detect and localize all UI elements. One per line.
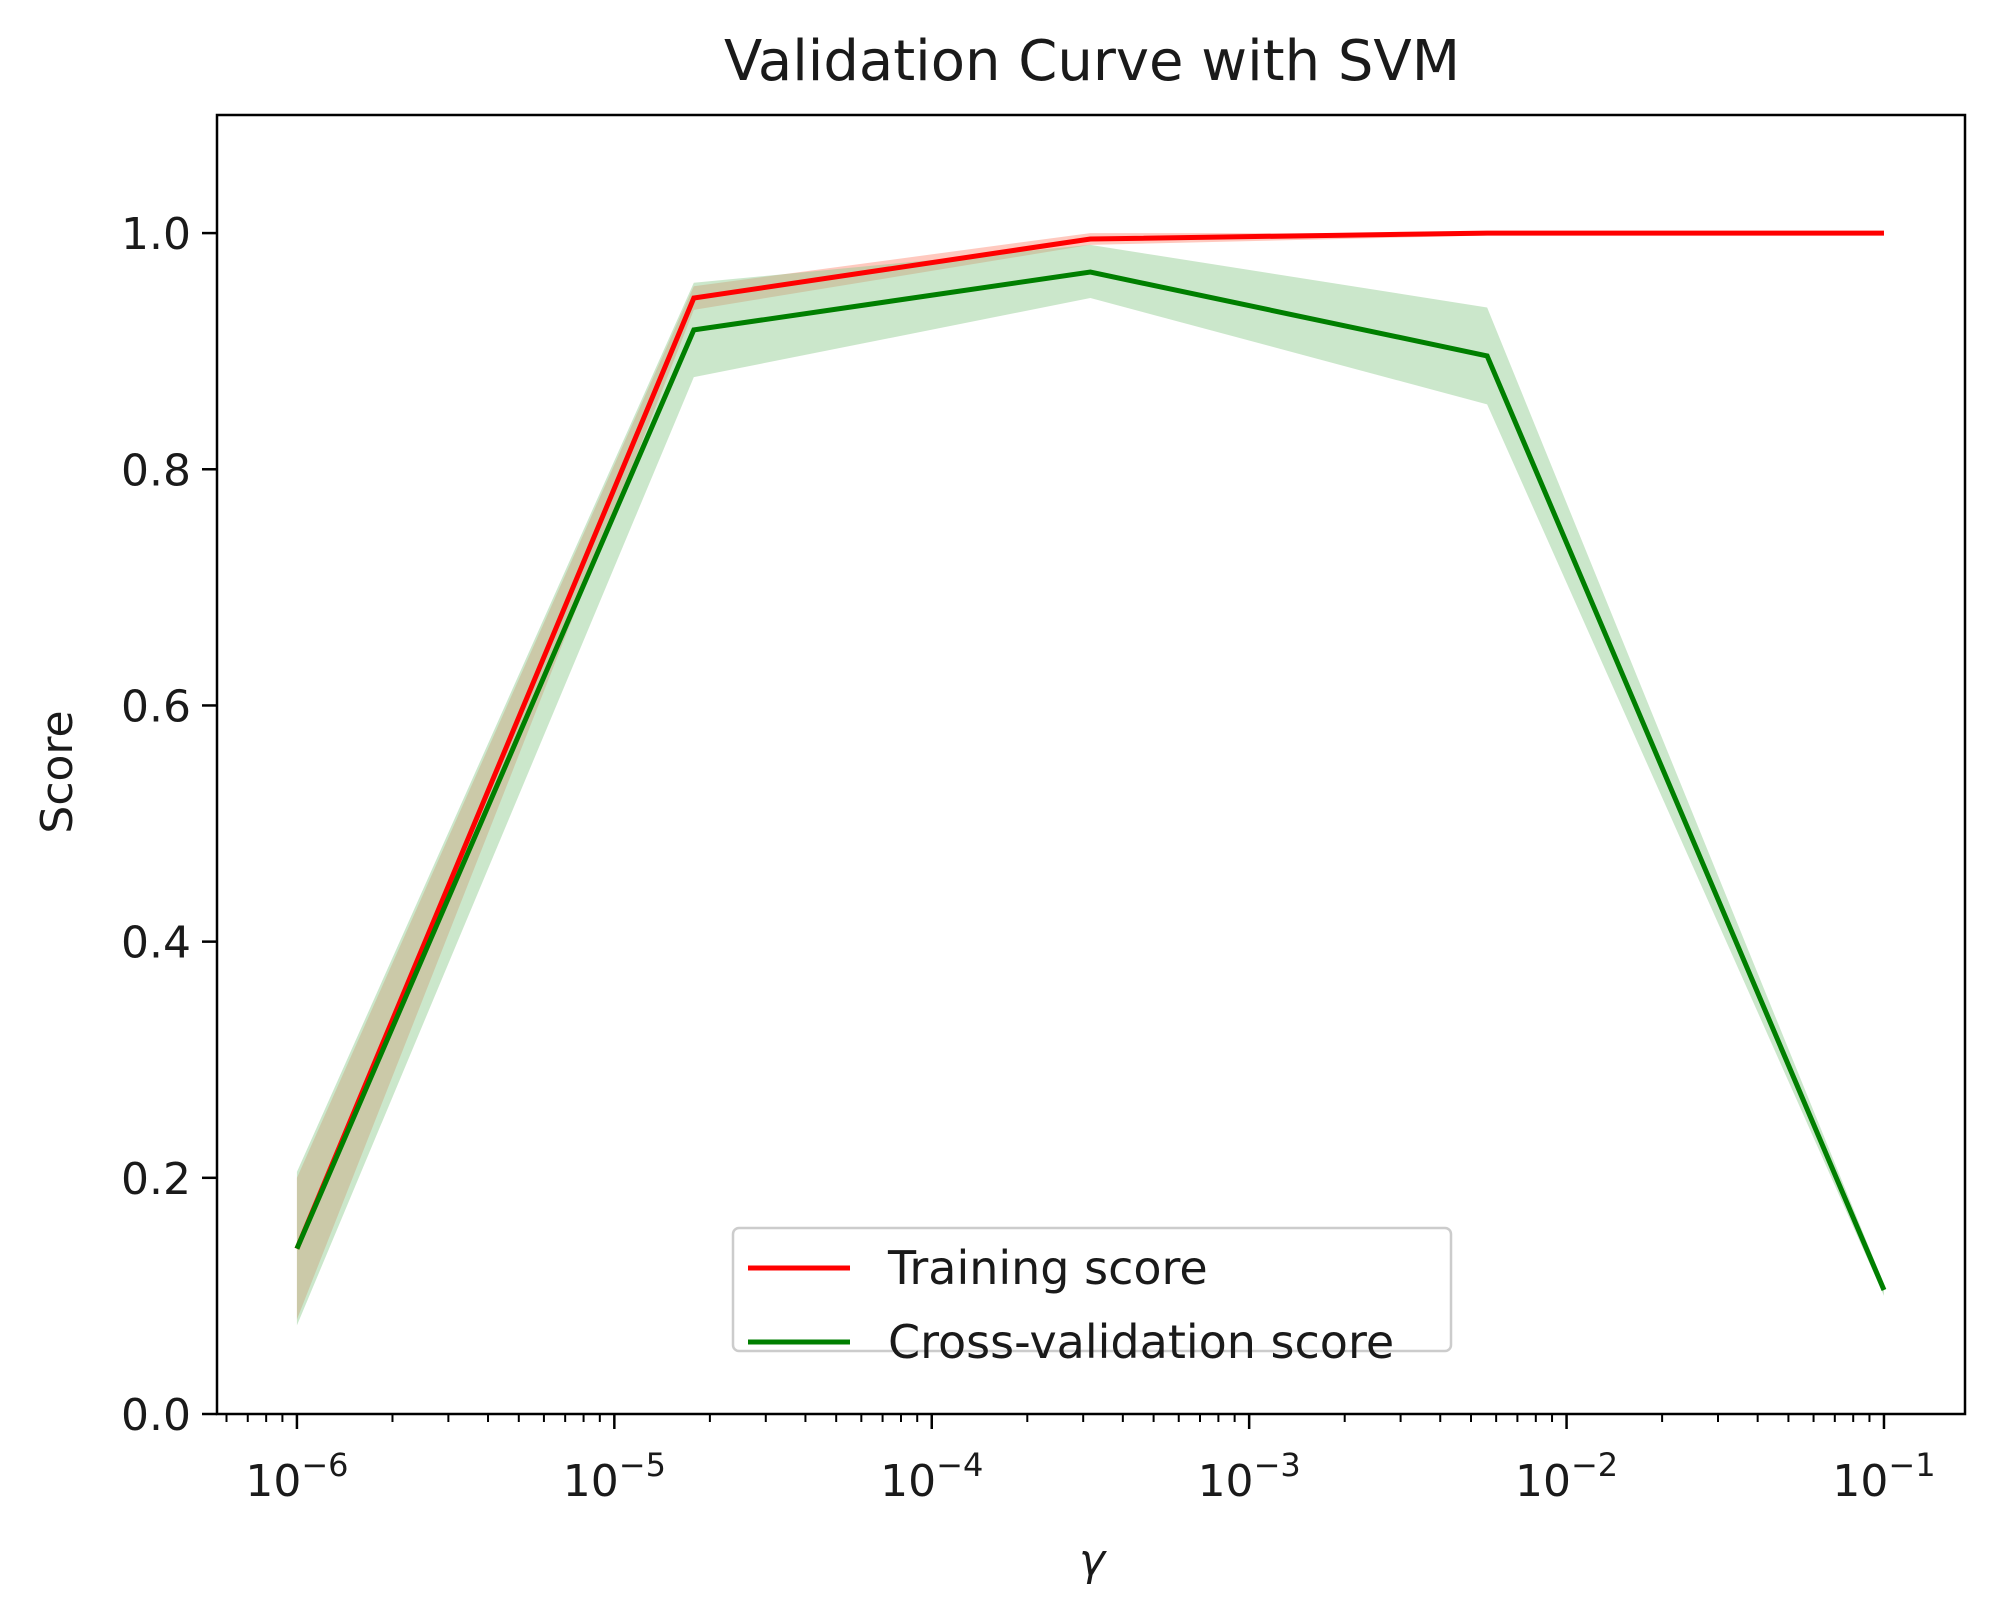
cv-score-line [294, 269, 1887, 1291]
plot-area-frame [215, 113, 1967, 1416]
y-tick-label: 1.0 [121, 209, 191, 260]
y-tick-label: 0.2 [121, 1154, 191, 1205]
x-tick-label: 10−3 [1198, 1446, 1301, 1507]
training-score-band [296, 233, 1884, 1320]
legend-label-cv: Cross-validation score [888, 1315, 1394, 1369]
series-lines [294, 230, 1887, 1291]
y-axis-ticks: 0.0 0.2 0.4 0.6 0.8 1.0 [121, 209, 217, 1441]
x-axis-ticks: 10−6 10−5 10−4 10−3 10−2 10−1 [225, 1414, 1936, 1507]
x-tick-label: 10−1 [1832, 1446, 1935, 1507]
x-tick-label: 10−5 [563, 1446, 666, 1507]
y-tick-label: 0.6 [121, 681, 191, 732]
legend-box [731, 1226, 1453, 1353]
y-tick-label: 0.4 [121, 918, 191, 969]
y-tick-label: 0.8 [121, 445, 191, 496]
x-axis-label: γ [1079, 1535, 1107, 1586]
cv-score-band [296, 244, 1884, 1326]
legend-label-training: Training score [887, 1241, 1208, 1295]
x-tick-label: 10−2 [1515, 1446, 1618, 1507]
y-tick-label: 0.0 [121, 1390, 191, 1441]
x-tick-label: 10−6 [245, 1446, 348, 1507]
legend: Training score Cross-validation score [731, 1226, 1453, 1369]
y-axis-label: Score [32, 710, 83, 833]
chart-title: Validation Curve with SVM [724, 29, 1460, 94]
x-tick-label: 10−4 [880, 1446, 983, 1507]
confidence-bands [296, 233, 1884, 1326]
